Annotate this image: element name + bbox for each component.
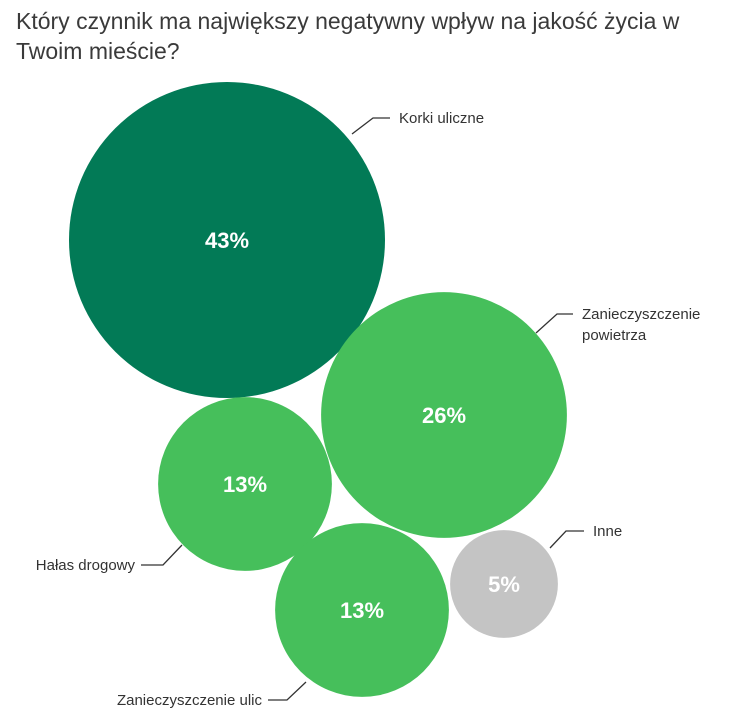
category-label-halas-drogowy: Hałas drogowy: [36, 557, 136, 574]
category-label-zanieczyszczenie-powietrza: Zanieczyszczenie powietrza: [582, 306, 700, 344]
bubble-halas-drogowy: [158, 397, 332, 571]
leader-line-zanieczyszczenie-ulic: [268, 681, 307, 701]
leader-line-inne: [549, 530, 584, 549]
bubble-korki-uliczne: [69, 82, 385, 398]
leader-line-korki-uliczne: [351, 117, 390, 135]
value-label-korki-uliczne: 43%: [205, 228, 249, 253]
chart-title: Który czynnik ma największy negatywny wp…: [16, 8, 680, 64]
leader-line-zanieczyszczenie-powietrza: [535, 313, 573, 334]
category-label-zanieczyszczenie-ulic: Zanieczyszczenie ulic: [117, 692, 263, 709]
value-label-inne: 5%: [488, 572, 520, 597]
value-label-zanieczyszczenie-powietrza: 26%: [422, 403, 466, 428]
category-label-inne: Inne: [593, 523, 622, 540]
value-label-halas-drogowy: 13%: [223, 472, 267, 497]
leader-line-halas-drogowy: [141, 544, 183, 566]
bubble-zanieczyszczenie-powietrza: [321, 292, 567, 538]
category-label-korki-uliczne: Korki uliczne: [399, 110, 484, 127]
bubble-inne: [450, 530, 558, 638]
bubble-zanieczyszczenie-ulic: [275, 523, 449, 697]
value-label-zanieczyszczenie-ulic: 13%: [340, 598, 384, 623]
